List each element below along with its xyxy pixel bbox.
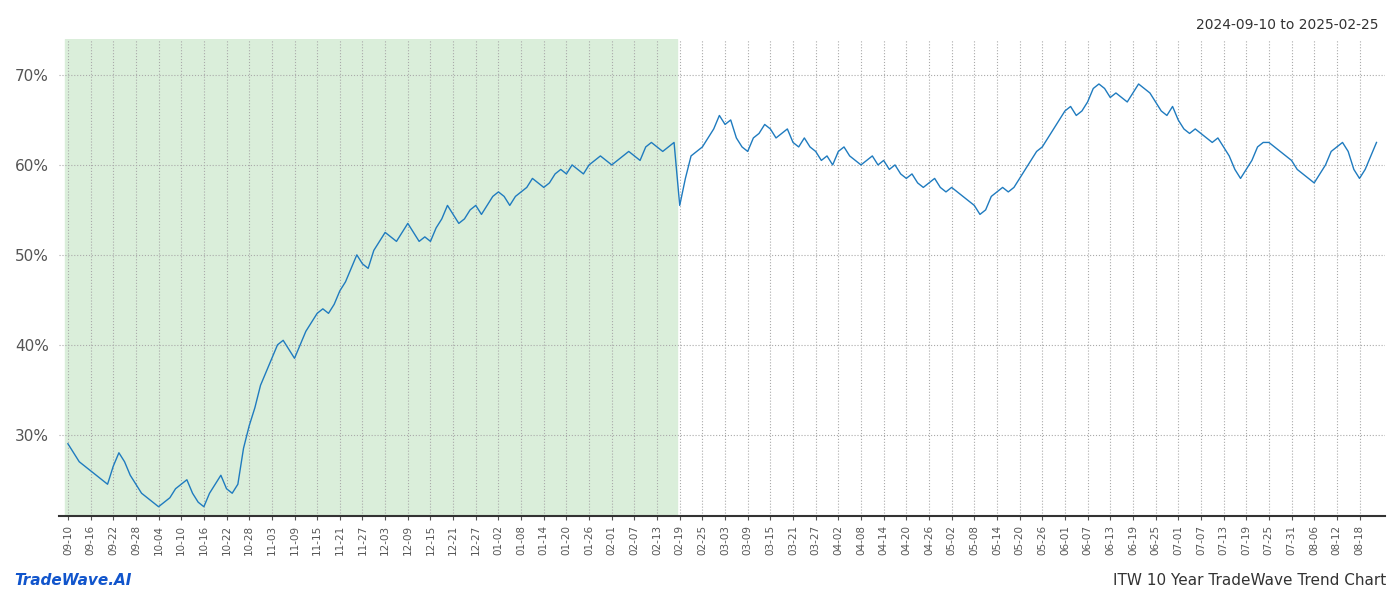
Text: TradeWave.AI: TradeWave.AI <box>14 573 132 588</box>
Text: 2024-09-10 to 2025-02-25: 2024-09-10 to 2025-02-25 <box>1197 18 1379 32</box>
Text: ITW 10 Year TradeWave Trend Chart: ITW 10 Year TradeWave Trend Chart <box>1113 573 1386 588</box>
Bar <box>64 39 676 516</box>
